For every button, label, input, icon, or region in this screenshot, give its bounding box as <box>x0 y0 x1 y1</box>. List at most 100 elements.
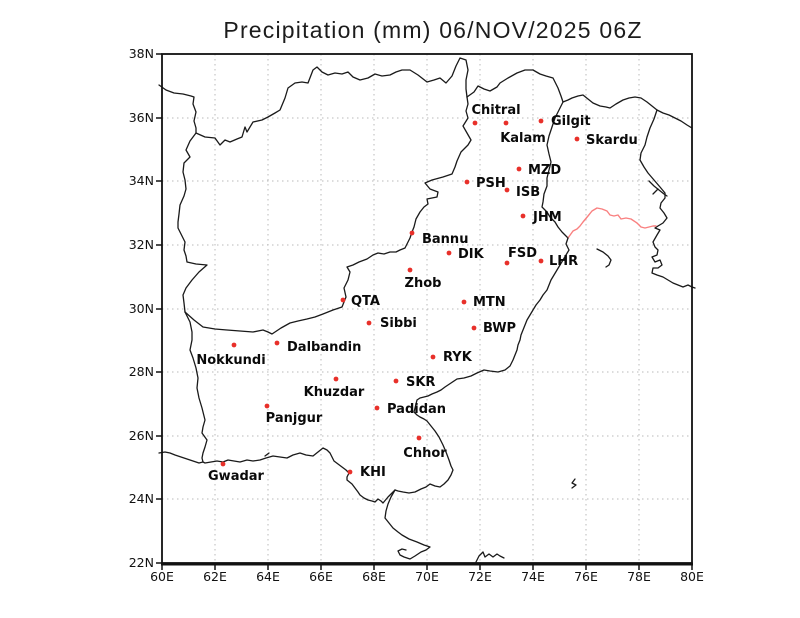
map-path-kutch-coast-fragment <box>475 551 505 563</box>
station-isb: ISB <box>504 185 540 200</box>
map-path-afghan-turkmen-north-border <box>195 57 469 146</box>
station-label-bannu: Bannu <box>422 232 468 247</box>
station-mtn: MTN <box>461 295 506 310</box>
station-label-bwp: BWP <box>483 321 516 336</box>
station-label-mtn: MTN <box>473 295 506 310</box>
station-dot-zhob <box>407 267 413 273</box>
station-dot-dalbandin <box>274 340 280 346</box>
station-psh: PSH <box>464 176 506 191</box>
x-tick-label-78E: 78E <box>627 569 651 584</box>
map-path-kashmir-east-boundary <box>639 109 696 289</box>
station-label-skr: SKR <box>406 375 435 390</box>
map-path-wakhan-karakoram-border <box>466 69 693 129</box>
station-dot-jhm <box>520 213 526 219</box>
map-path-indus-delta-coast <box>384 489 431 560</box>
station-dot-isb <box>504 187 510 193</box>
station-label-mzd: MZD <box>528 163 561 178</box>
stations-layer: Chitral Kalam Gilgit Skardu MZD PSH ISB JHM Bann… <box>196 103 637 484</box>
map-path-river-mark-kashmir-branch <box>652 188 659 195</box>
station-nokkundi: Nokkundi <box>196 342 266 368</box>
station-label-qta: QTA <box>351 294 380 309</box>
station-label-psh: PSH <box>476 176 506 191</box>
station-dot-lhr <box>538 258 544 264</box>
station-dot-sibbi <box>366 320 372 326</box>
station-qta: QTA <box>340 294 380 309</box>
station-label-kalam: Kalam <box>500 131 546 146</box>
station-label-ryk: RYK <box>443 350 473 365</box>
axis-ticks-layer: 60E 62E 64E 66E 68E 70E 72E 74E 76E 78E 80E 38N 36N 3… <box>129 46 704 584</box>
station-label-isb: ISB <box>516 185 540 200</box>
station-dot-mzd <box>516 166 522 172</box>
station-label-chitral: Chitral <box>471 103 520 118</box>
y-tick-label-30N: 30N <box>129 301 154 316</box>
x-tick-label-70E: 70E <box>415 569 439 584</box>
map-path-pak-india-border <box>394 237 570 494</box>
y-tick-label-24N: 24N <box>129 491 154 506</box>
station-skardu: Skardu <box>574 133 638 148</box>
map-borders-layer <box>158 57 696 563</box>
station-sibbi: Sibbi <box>366 316 417 331</box>
x-tick-label-76E: 76E <box>574 569 598 584</box>
map-path-iran-turkmen-harirud-border <box>158 84 208 313</box>
station-label-khuzdar: Khuzdar <box>304 385 365 400</box>
station-chitral: Chitral <box>471 103 521 126</box>
station-dot-fsd <box>504 260 510 266</box>
station-mzd: MZD <box>516 163 561 178</box>
y-tick-label-38N: 38N <box>129 46 154 61</box>
map-path-river-mark-kashmir <box>648 180 668 197</box>
station-label-fsd: FSD <box>508 246 537 261</box>
station-khuzdar: Khuzdar <box>304 376 365 400</box>
y-tick-label-36N: 36N <box>129 110 154 125</box>
station-label-dalbandin: Dalbandin <box>287 340 361 355</box>
map-path-river-mark-lahore <box>596 248 612 268</box>
grid-layer <box>162 54 692 563</box>
station-gwadar: Gwadar <box>208 461 265 484</box>
x-tick-label-62E: 62E <box>203 569 227 584</box>
station-label-dik: DIK <box>458 247 485 262</box>
x-tick-label-72E: 72E <box>468 569 492 584</box>
x-tick-label-68E: 68E <box>362 569 386 584</box>
station-gilgit: Gilgit <box>538 114 591 129</box>
station-bannu: Bannu <box>409 230 468 247</box>
station-dik: DIK <box>446 247 485 262</box>
map-path-pak-iran-border <box>184 311 208 463</box>
map-path-line-of-control <box>567 207 657 239</box>
station-dot-chitral <box>472 120 478 126</box>
station-bwp: BWP <box>471 321 516 336</box>
x-tick-label-74E: 74E <box>521 569 545 584</box>
map-path-river-mark-india <box>571 478 577 489</box>
station-dot-ryk <box>430 354 436 360</box>
map-path-kashmir-west-border <box>541 101 569 239</box>
station-zhob: Zhob <box>405 267 442 291</box>
station-jhm: JHM <box>520 210 562 225</box>
station-label-lhr: LHR <box>549 254 578 269</box>
station-fsd: FSD <box>504 246 537 266</box>
y-tick-label-22N: 22N <box>129 555 154 570</box>
station-label-nokkundi: Nokkundi <box>196 353 265 368</box>
station-label-skardu: Skardu <box>586 133 638 148</box>
station-label-gwadar: Gwadar <box>208 469 265 484</box>
station-label-gilgit: Gilgit <box>551 114 591 129</box>
station-lhr: LHR <box>538 254 578 269</box>
station-skr: SKR <box>393 375 435 390</box>
station-label-khi: KHI <box>360 465 386 480</box>
station-ryk: RYK <box>430 350 473 365</box>
y-tick-label-32N: 32N <box>129 237 154 252</box>
station-khi: KHI <box>347 465 386 480</box>
station-dot-chhor <box>416 435 422 441</box>
station-label-chhor: Chhor <box>403 446 447 461</box>
station-dot-kalam <box>503 120 509 126</box>
station-label-zhob: Zhob <box>405 276 442 291</box>
station-dot-khi <box>347 469 353 475</box>
x-tick-label-64E: 64E <box>256 569 280 584</box>
x-tick-label-80E: 80E <box>680 569 704 584</box>
map-path-pak-afghan-durand-line <box>184 96 472 335</box>
x-tick-label-60E: 60E <box>150 569 174 584</box>
x-tick-label-66E: 66E <box>309 569 333 584</box>
station-label-sibbi: Sibbi <box>380 316 417 331</box>
station-label-panjgur: Panjgur <box>266 411 323 426</box>
map-path-coast-mark-ormara <box>264 452 270 457</box>
y-tick-label-28N: 28N <box>129 364 154 379</box>
